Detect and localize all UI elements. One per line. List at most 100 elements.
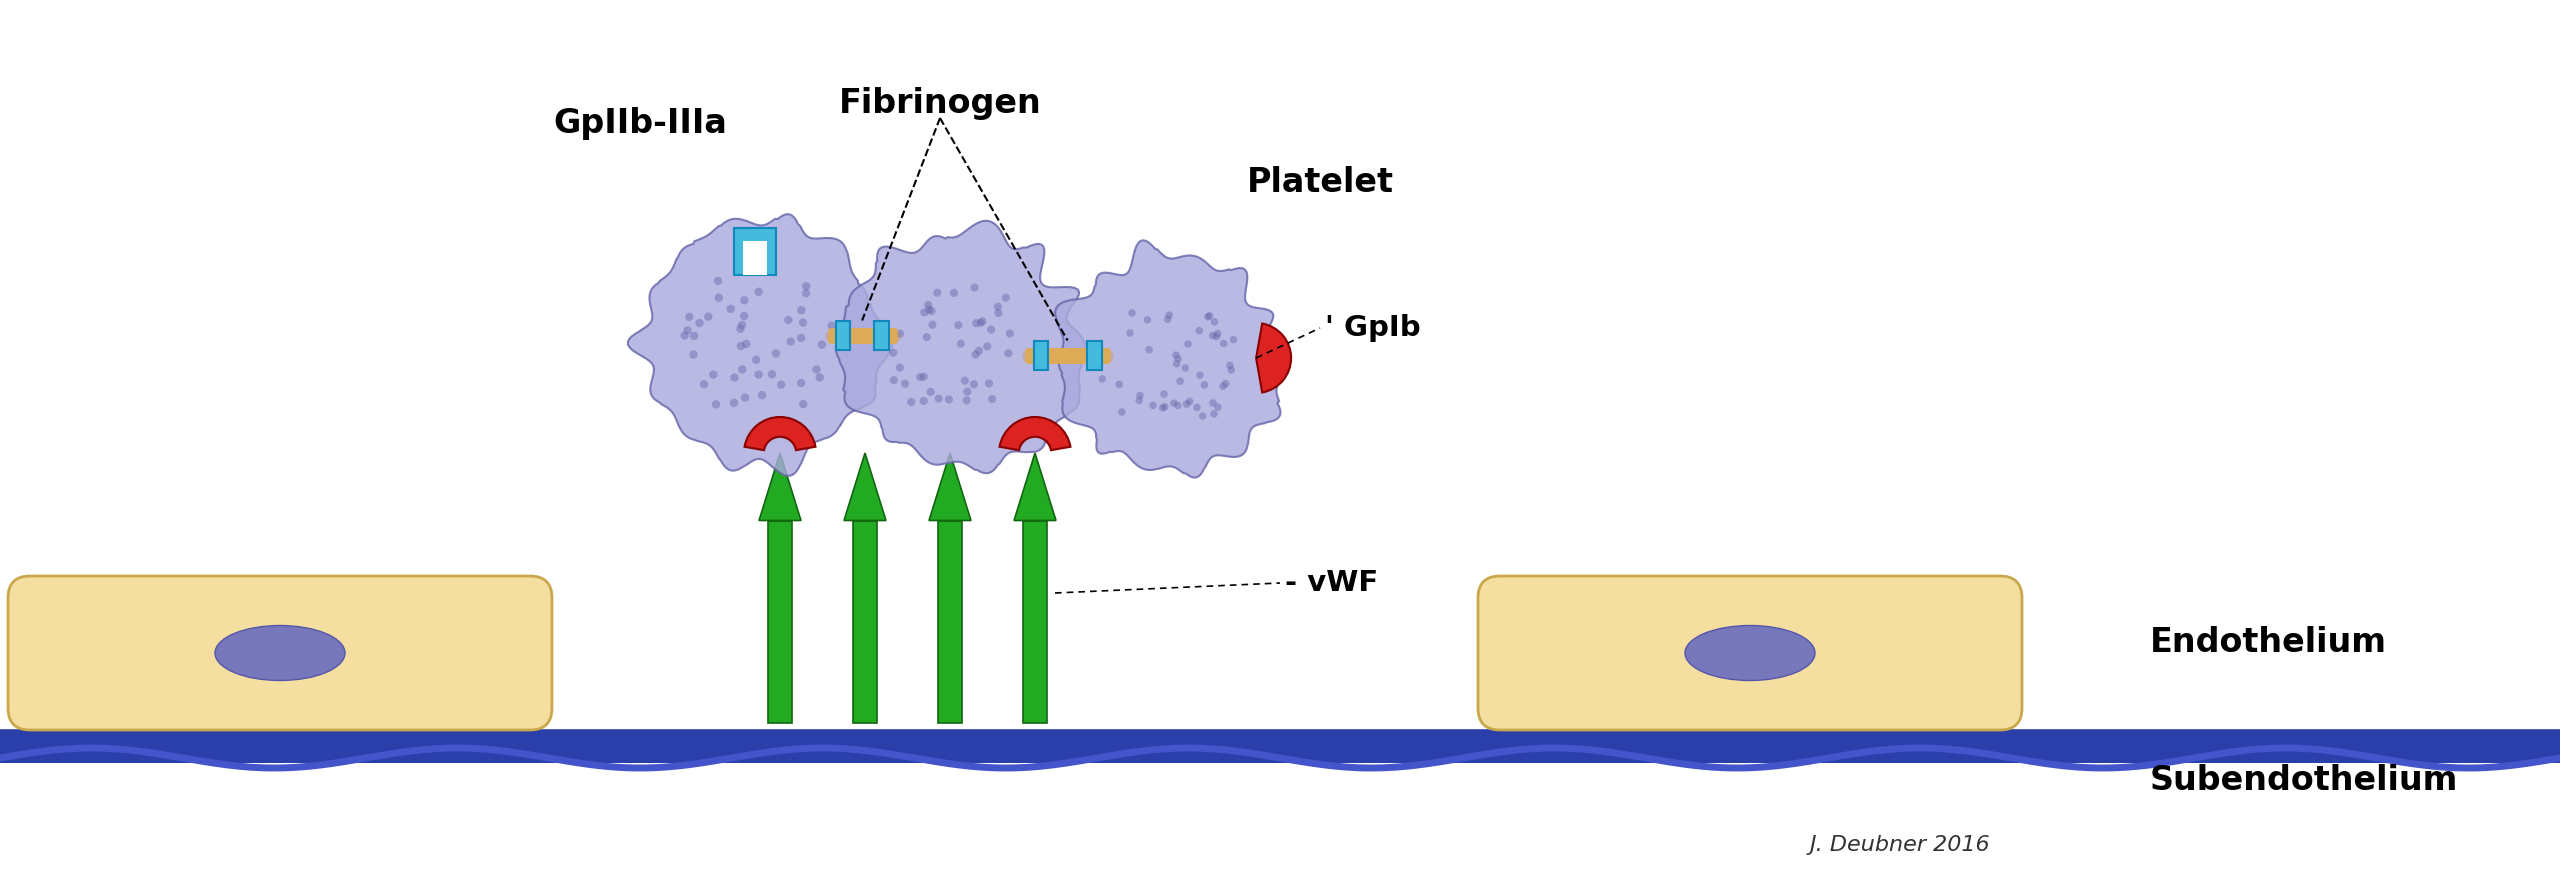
Circle shape bbox=[771, 349, 781, 358]
Polygon shape bbox=[627, 215, 893, 476]
Circle shape bbox=[927, 388, 934, 396]
Circle shape bbox=[970, 283, 978, 291]
Circle shape bbox=[924, 306, 932, 313]
Circle shape bbox=[796, 306, 806, 314]
Circle shape bbox=[1213, 404, 1221, 411]
Circle shape bbox=[919, 373, 927, 381]
Circle shape bbox=[975, 319, 986, 327]
Circle shape bbox=[768, 370, 776, 379]
Circle shape bbox=[1193, 404, 1201, 411]
Circle shape bbox=[945, 396, 952, 404]
Circle shape bbox=[1185, 397, 1193, 405]
Circle shape bbox=[1160, 404, 1167, 411]
Circle shape bbox=[714, 293, 722, 302]
Circle shape bbox=[796, 334, 806, 342]
Polygon shape bbox=[929, 453, 970, 520]
Bar bbox=[1024, 520, 1047, 723]
Circle shape bbox=[1183, 364, 1188, 372]
Circle shape bbox=[742, 340, 750, 348]
Circle shape bbox=[1213, 333, 1221, 340]
Circle shape bbox=[1196, 327, 1203, 335]
Circle shape bbox=[1185, 340, 1193, 348]
Circle shape bbox=[753, 356, 760, 364]
Circle shape bbox=[919, 308, 929, 316]
Circle shape bbox=[1196, 372, 1203, 379]
Circle shape bbox=[1126, 329, 1134, 336]
Circle shape bbox=[1211, 318, 1219, 326]
Circle shape bbox=[924, 301, 932, 309]
Circle shape bbox=[737, 321, 745, 329]
Bar bbox=[742, 241, 765, 275]
Circle shape bbox=[1160, 390, 1167, 398]
Circle shape bbox=[891, 376, 899, 384]
Circle shape bbox=[1144, 346, 1152, 353]
Circle shape bbox=[963, 388, 970, 396]
Circle shape bbox=[1137, 392, 1144, 399]
Circle shape bbox=[740, 296, 748, 305]
Circle shape bbox=[957, 340, 965, 348]
Circle shape bbox=[1221, 380, 1229, 388]
Text: J. Deubner 2016: J. Deubner 2016 bbox=[1810, 835, 1989, 855]
Circle shape bbox=[973, 319, 980, 328]
Polygon shape bbox=[758, 453, 801, 520]
Circle shape bbox=[1226, 361, 1234, 369]
Polygon shape bbox=[835, 321, 850, 350]
Ellipse shape bbox=[1684, 625, 1815, 681]
Circle shape bbox=[704, 313, 712, 321]
Wedge shape bbox=[998, 417, 1070, 450]
Circle shape bbox=[714, 276, 722, 285]
Circle shape bbox=[1004, 349, 1011, 358]
Circle shape bbox=[922, 333, 932, 341]
Circle shape bbox=[963, 396, 970, 404]
Circle shape bbox=[1198, 412, 1206, 420]
Circle shape bbox=[740, 312, 748, 321]
Circle shape bbox=[993, 303, 1001, 311]
Circle shape bbox=[993, 309, 1004, 317]
Bar bbox=[735, 228, 776, 275]
Wedge shape bbox=[1257, 323, 1290, 392]
Circle shape bbox=[1175, 355, 1183, 363]
Circle shape bbox=[1162, 403, 1167, 411]
Circle shape bbox=[929, 321, 937, 328]
Circle shape bbox=[896, 329, 904, 337]
Circle shape bbox=[988, 326, 996, 334]
Circle shape bbox=[737, 366, 748, 374]
Circle shape bbox=[1175, 402, 1183, 409]
Circle shape bbox=[883, 334, 893, 343]
Circle shape bbox=[1165, 312, 1172, 319]
Circle shape bbox=[1208, 332, 1216, 339]
Polygon shape bbox=[835, 221, 1085, 473]
Circle shape bbox=[1165, 315, 1172, 323]
Circle shape bbox=[1144, 316, 1152, 324]
Circle shape bbox=[1206, 312, 1213, 320]
Bar bbox=[0, 728, 2560, 763]
Circle shape bbox=[901, 380, 909, 388]
Circle shape bbox=[970, 381, 978, 389]
Circle shape bbox=[1175, 377, 1183, 385]
Circle shape bbox=[1213, 329, 1221, 337]
Circle shape bbox=[916, 374, 924, 381]
Ellipse shape bbox=[215, 625, 346, 681]
Circle shape bbox=[978, 317, 986, 325]
Circle shape bbox=[778, 381, 786, 389]
Circle shape bbox=[737, 325, 745, 333]
Circle shape bbox=[740, 394, 750, 402]
Circle shape bbox=[755, 370, 763, 379]
Circle shape bbox=[1208, 399, 1216, 407]
Text: Platelet: Platelet bbox=[1247, 167, 1393, 200]
Circle shape bbox=[975, 347, 983, 355]
Circle shape bbox=[691, 332, 699, 340]
Circle shape bbox=[1229, 336, 1236, 343]
Circle shape bbox=[1149, 402, 1157, 409]
Circle shape bbox=[730, 398, 737, 407]
Circle shape bbox=[799, 319, 806, 327]
Circle shape bbox=[799, 400, 806, 408]
FancyBboxPatch shape bbox=[1477, 576, 2022, 730]
Circle shape bbox=[817, 341, 827, 349]
Bar bbox=[937, 520, 963, 723]
Circle shape bbox=[1116, 381, 1124, 389]
Circle shape bbox=[934, 289, 942, 297]
Text: GpIIb-IIIa: GpIIb-IIIa bbox=[553, 107, 727, 140]
Circle shape bbox=[896, 364, 904, 372]
Bar bbox=[768, 520, 791, 723]
